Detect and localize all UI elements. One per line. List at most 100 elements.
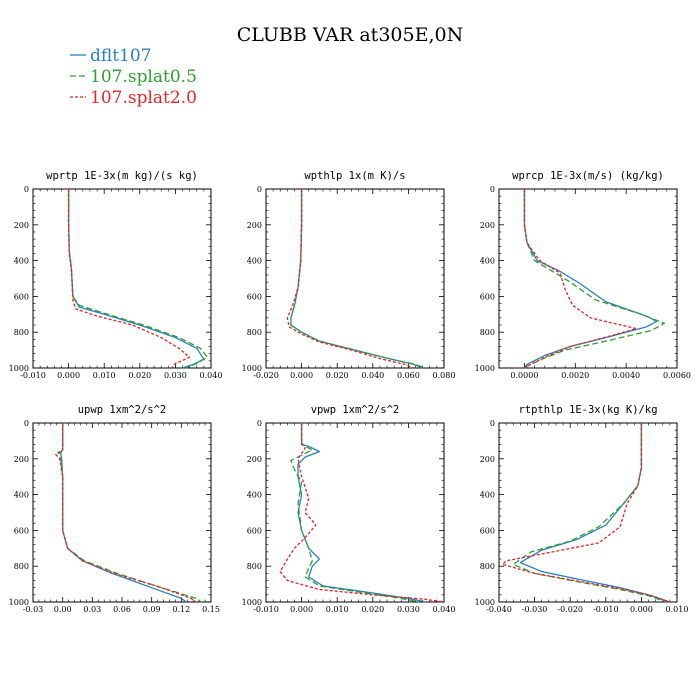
panel-title: vpwp 1xm^2/s^2	[311, 404, 400, 416]
y-tick-label: 600	[480, 526, 495, 535]
x-tick-label: 0.03	[83, 605, 101, 614]
series-line-107-splat0-5	[58, 423, 202, 603]
legend: dflt107 107.splat0.5 107.splat2.0	[70, 46, 197, 108]
panel-title: upwp 1xm^2/s^2	[78, 404, 167, 416]
y-tick-label: 1000	[242, 364, 262, 373]
x-tick-label: 0.09	[143, 605, 161, 614]
y-tick-label: 800	[247, 562, 262, 571]
legend-entry-splat2-0: 107.splat2.0	[70, 88, 197, 108]
series-line-dflt107	[67, 189, 205, 369]
x-tick-label: 0.0040	[612, 371, 640, 380]
x-tick-label: 0.12	[172, 605, 190, 614]
x-tick-label: 0.0060	[663, 371, 691, 380]
y-tick-label: 200	[480, 221, 495, 230]
panel-3: wprcp 1E-3x(m/s) (kg/kg) 0.0000 0.0020 0.00…	[475, 170, 691, 380]
plot-frame	[265, 422, 445, 603]
y-tick-label: 600	[14, 292, 29, 301]
series-line-107-splat0-5	[290, 423, 420, 603]
y-tick-label: 400	[14, 491, 29, 500]
y-tick-label: 400	[247, 491, 262, 500]
x-tick-label: 0.06	[113, 605, 131, 614]
panel-5: vpwp 1xm^2/s^2 -0.010 0.000 0.010 0.020 0.030…	[242, 404, 456, 614]
y-tick-label: 200	[247, 455, 262, 464]
x-tick-label: -0.010	[253, 605, 279, 614]
x-tick-label: 0.0020	[561, 371, 589, 380]
y-tick-label: 800	[480, 328, 495, 337]
y-tick-label: 600	[14, 526, 29, 535]
x-tick-label: -0.020	[253, 371, 279, 380]
x-tick-label: 0.030	[164, 371, 187, 380]
y-tick-label: 0	[24, 185, 29, 194]
y-tick-label: 200	[14, 221, 29, 230]
x-tick-label: -0.040	[486, 605, 512, 614]
y-tick-label: 800	[14, 328, 29, 337]
y-tick-label: 400	[14, 257, 29, 266]
figure-title: CLUBB VAR at305E,0N	[237, 24, 463, 46]
x-tick-label: -0.020	[557, 605, 583, 614]
x-tick-label: 0.0000	[510, 371, 538, 380]
series-line-107-splat0-5	[67, 189, 209, 369]
x-tick-label: 0.000	[290, 371, 313, 380]
y-tick-label: 0	[490, 185, 495, 194]
plot-frame	[498, 188, 678, 369]
x-tick-label: 0.040	[433, 605, 456, 614]
y-tick-label: 600	[247, 526, 262, 535]
x-tick-label: -0.03	[23, 605, 44, 614]
plot-frame	[32, 188, 212, 369]
y-tick-label: 0	[490, 419, 495, 428]
y-tick-label: 1000	[475, 598, 495, 607]
series-line-107-splat0-5	[512, 423, 667, 603]
y-tick-label: 200	[14, 455, 29, 464]
x-tick-label: 0.040	[361, 371, 384, 380]
series-line-107-splat2-0	[501, 423, 671, 603]
panel-2: wpthlp 1x(m K)/s -0.020 0.000 0.020 0.040 0.0…	[242, 170, 456, 380]
series-line-dflt107	[290, 189, 423, 369]
series-line-dflt107	[297, 423, 427, 603]
legend-label-splat0-5: 107.splat0.5	[90, 67, 197, 87]
x-tick-label: 0.000	[630, 605, 653, 614]
x-tick-label: -0.010	[593, 605, 619, 614]
plot-frame	[498, 422, 678, 603]
x-tick-label: 0.060	[397, 371, 420, 380]
legend-label-dflt107: dflt107	[90, 46, 152, 66]
series-line-107-splat2-0	[279, 423, 445, 603]
y-tick-label: 0	[257, 419, 262, 428]
x-tick-label: 0.020	[326, 371, 349, 380]
x-tick-label: 0.010	[93, 371, 116, 380]
x-tick-label: 0.15	[202, 605, 220, 614]
series-line-107-splat2-0	[286, 189, 414, 369]
y-tick-label: 800	[14, 562, 29, 571]
series-line-107-splat2-0	[67, 189, 191, 369]
panel-title: wpthlp 1x(m K)/s	[304, 170, 405, 182]
y-tick-label: 1000	[9, 598, 29, 607]
y-tick-label: 400	[480, 257, 495, 266]
x-tick-label: 0.080	[433, 371, 456, 380]
x-tick-label: -0.010	[20, 371, 46, 380]
x-tick-label: -0.030	[522, 605, 548, 614]
y-tick-label: 600	[480, 292, 495, 301]
y-tick-label: 800	[247, 328, 262, 337]
x-tick-label: 0.030	[397, 605, 420, 614]
plot-frame	[265, 188, 445, 369]
y-tick-label: 400	[480, 491, 495, 500]
series-line-107-splat2-0	[55, 423, 197, 603]
legend-entry-dflt107: dflt107	[70, 46, 152, 66]
panel-6: rtpthlp 1E-3x(kg K)/kg -0.040 -0.030 -0.020…	[475, 404, 689, 614]
x-tick-label: 0.010	[666, 605, 689, 614]
legend-entry-splat0-5: 107.splat0.5	[70, 67, 197, 87]
y-tick-label: 800	[480, 562, 495, 571]
y-tick-label: 400	[247, 257, 262, 266]
x-tick-label: 0.020	[128, 371, 151, 380]
y-tick-label: 0	[24, 419, 29, 428]
x-tick-label: 0.000	[57, 371, 80, 380]
x-tick-label: 0.040	[200, 371, 223, 380]
series-line-107-splat0-5	[290, 189, 425, 369]
panel-4: upwp 1xm^2/s^2 -0.03 0.00 0.03 0.06 0.09 0.12 0…	[9, 404, 220, 614]
panels: wprtp 1E-3x(m kg)/(s kg) -0.010 0.000 0.010…	[9, 170, 691, 614]
y-tick-label: 1000	[475, 364, 495, 373]
panel-title: wprcp 1E-3x(m/s) (kg/kg)	[512, 170, 664, 182]
panel-title: wprtp 1E-3x(m kg)/(s kg)	[46, 170, 198, 182]
y-tick-label: 1000	[9, 364, 29, 373]
series-line-107-splat2-0	[523, 189, 637, 369]
